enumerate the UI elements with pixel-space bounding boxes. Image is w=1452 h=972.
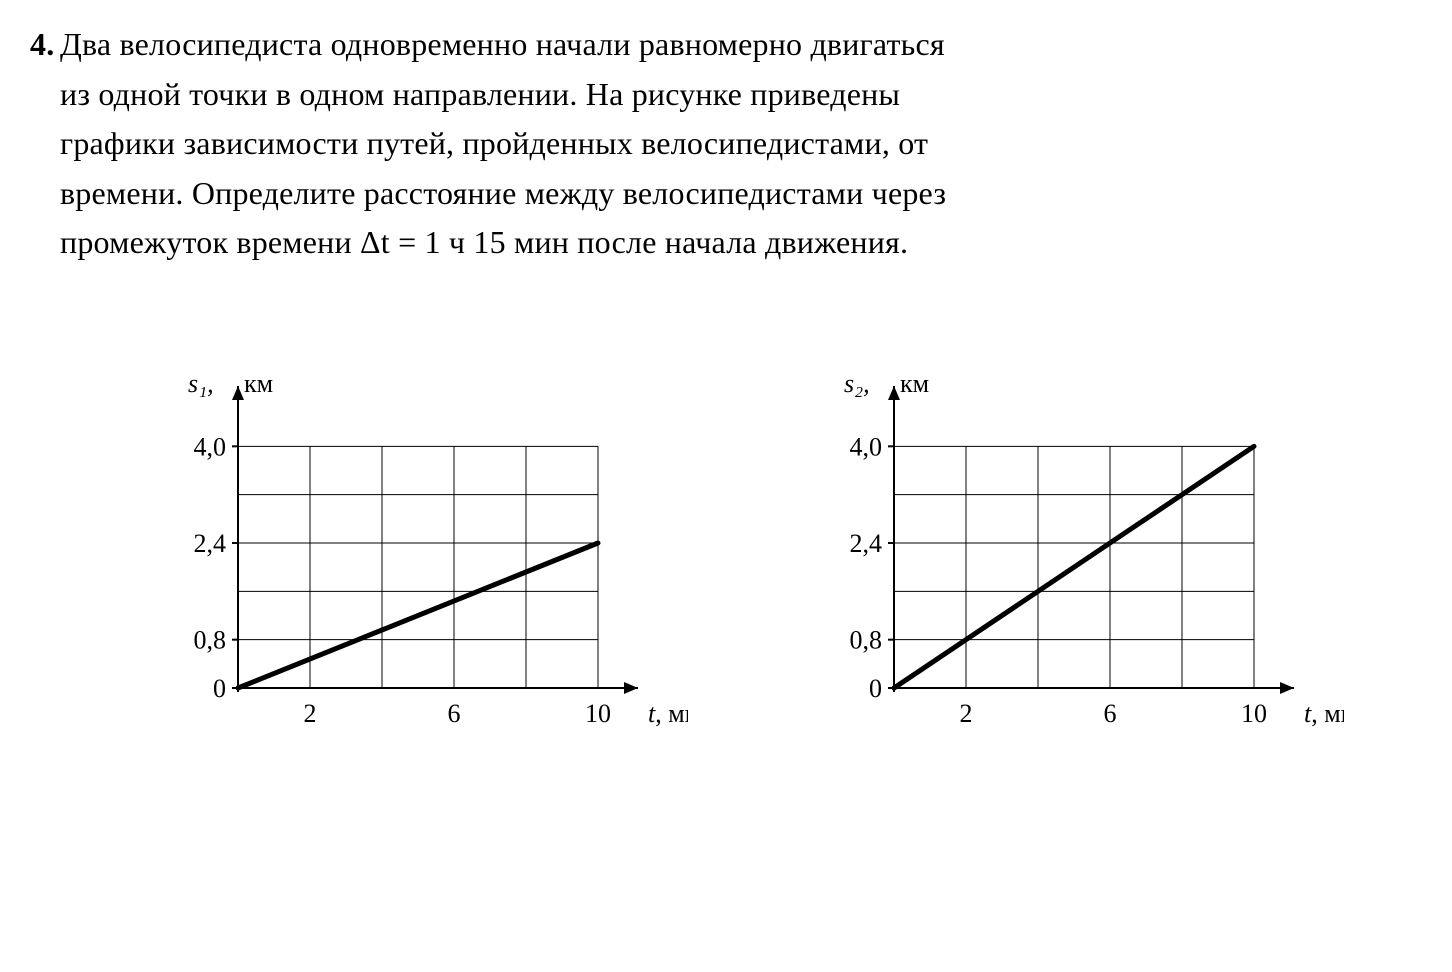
problem-line-2: из одной точки в одном направлении. На р… [60,76,900,112]
problem-line-3: графики зависимости путей, пройденных ве… [60,125,928,161]
svg-text:0: 0 [869,674,882,703]
svg-text:t, мин: t, мин [648,699,688,728]
svg-text:t, мин: t, мин [1304,699,1344,728]
svg-text:км: км [244,369,273,398]
chart-2: s₂, км 2 6 10 t, мин 0 0,8 2,4 4,0 [784,368,1344,768]
svg-text:4,0: 4,0 [194,432,227,461]
svg-text:6: 6 [448,699,461,728]
svg-text:2,4: 2,4 [850,529,883,558]
svg-text:0,8: 0,8 [194,626,227,655]
svg-text:0: 0 [213,674,226,703]
chart-2-container: s₂, км 2 6 10 t, мин 0 0,8 2,4 4,0 [784,368,1344,773]
svg-text:6: 6 [1104,699,1117,728]
svg-text:2: 2 [304,699,317,728]
chart-1: s₁, км 2 6 10 t, мин 0 0,8 2,4 4,0 [128,368,688,768]
problem-line-1: Два велосипедиста одновременно начали ра… [60,26,945,62]
page: 4. Два велосипедиста одновременно начали… [0,0,1452,972]
svg-text:2: 2 [960,699,973,728]
problem-statement: 4. Два велосипедиста одновременно начали… [60,20,1412,268]
svg-text:s₂,: s₂, [844,369,870,398]
svg-text:10: 10 [585,699,611,728]
svg-text:км: км [900,369,929,398]
svg-text:0,8: 0,8 [850,626,883,655]
problem-number: 4. [30,20,54,70]
svg-text:10: 10 [1241,699,1267,728]
svg-text:4,0: 4,0 [850,432,883,461]
svg-text:2,4: 2,4 [194,529,227,558]
charts-row: s₁, км 2 6 10 t, мин 0 0,8 2,4 4,0 s₂, км 2 6 10 t, … [60,368,1412,773]
svg-text:s₁,: s₁, [188,369,214,398]
problem-line-4: времени. Определите расстояние между вел… [60,175,946,211]
chart-1-container: s₁, км 2 6 10 t, мин 0 0,8 2,4 4,0 [128,368,688,773]
problem-line-5: промежуток времени Δt = 1 ч 15 мин после… [60,224,908,260]
